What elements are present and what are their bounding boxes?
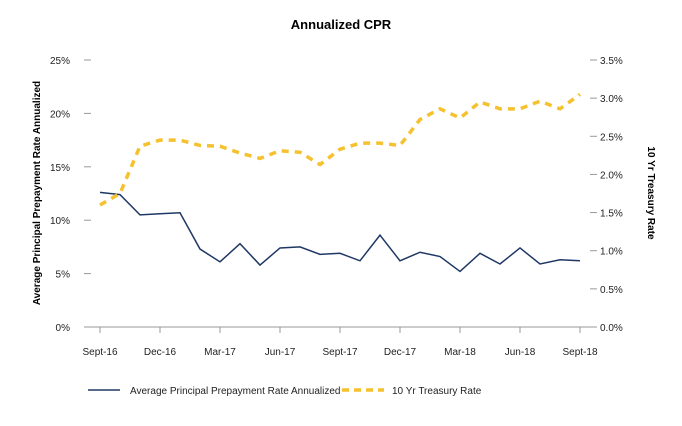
y2-tick-label: 3.5% <box>600 56 623 67</box>
x-tick-label: Jun-18 <box>505 347 536 358</box>
legend-label-prepayment: Average Principal Prepayment Rate Annual… <box>130 386 341 397</box>
y2-tick-label: 1.0% <box>600 247 623 258</box>
x-tick-label: Mar-18 <box>444 347 476 358</box>
y2-tick-label: 0.0% <box>600 323 623 334</box>
y-axis-label: Average Principal Prepayment Rate Annual… <box>32 81 43 305</box>
x-tick-label: Sept-16 <box>82 347 117 358</box>
series-line-0 <box>99 191 581 273</box>
y-tick-label: 15% <box>50 163 70 174</box>
y2-axis-label: 10 Yr Treasury Rate <box>645 146 656 240</box>
legend-label-treasury: 10 Yr Treasury Rate <box>392 386 482 397</box>
x-tick-label: Sept-18 <box>562 347 597 358</box>
x-tick-label: Mar-17 <box>204 347 236 358</box>
x-tick-label: Jun-17 <box>265 347 296 358</box>
y2-tick-label: 0.5% <box>600 285 623 296</box>
series-line-1 <box>99 92 582 207</box>
y-tick-label: 5% <box>56 270 71 281</box>
y2-tick-label: 3.0% <box>600 94 623 105</box>
x-tick-label: Sept-17 <box>322 347 357 358</box>
legend: Average Principal Prepayment Rate Annual… <box>88 386 482 397</box>
y-tick-label: 20% <box>50 109 70 120</box>
y2-tick-label: 2.5% <box>600 132 623 143</box>
y-tick-label: 25% <box>50 56 70 67</box>
y-tick-label: 10% <box>50 216 70 227</box>
y2-tick-label: 2.0% <box>600 170 623 181</box>
x-tick-label: Dec-17 <box>384 347 417 358</box>
x-tick-label: Dec-16 <box>144 347 177 358</box>
chart-title: Annualized CPR <box>291 17 392 32</box>
y2-tick-label: 1.5% <box>600 209 623 220</box>
y-tick-label: 0% <box>56 323 71 334</box>
